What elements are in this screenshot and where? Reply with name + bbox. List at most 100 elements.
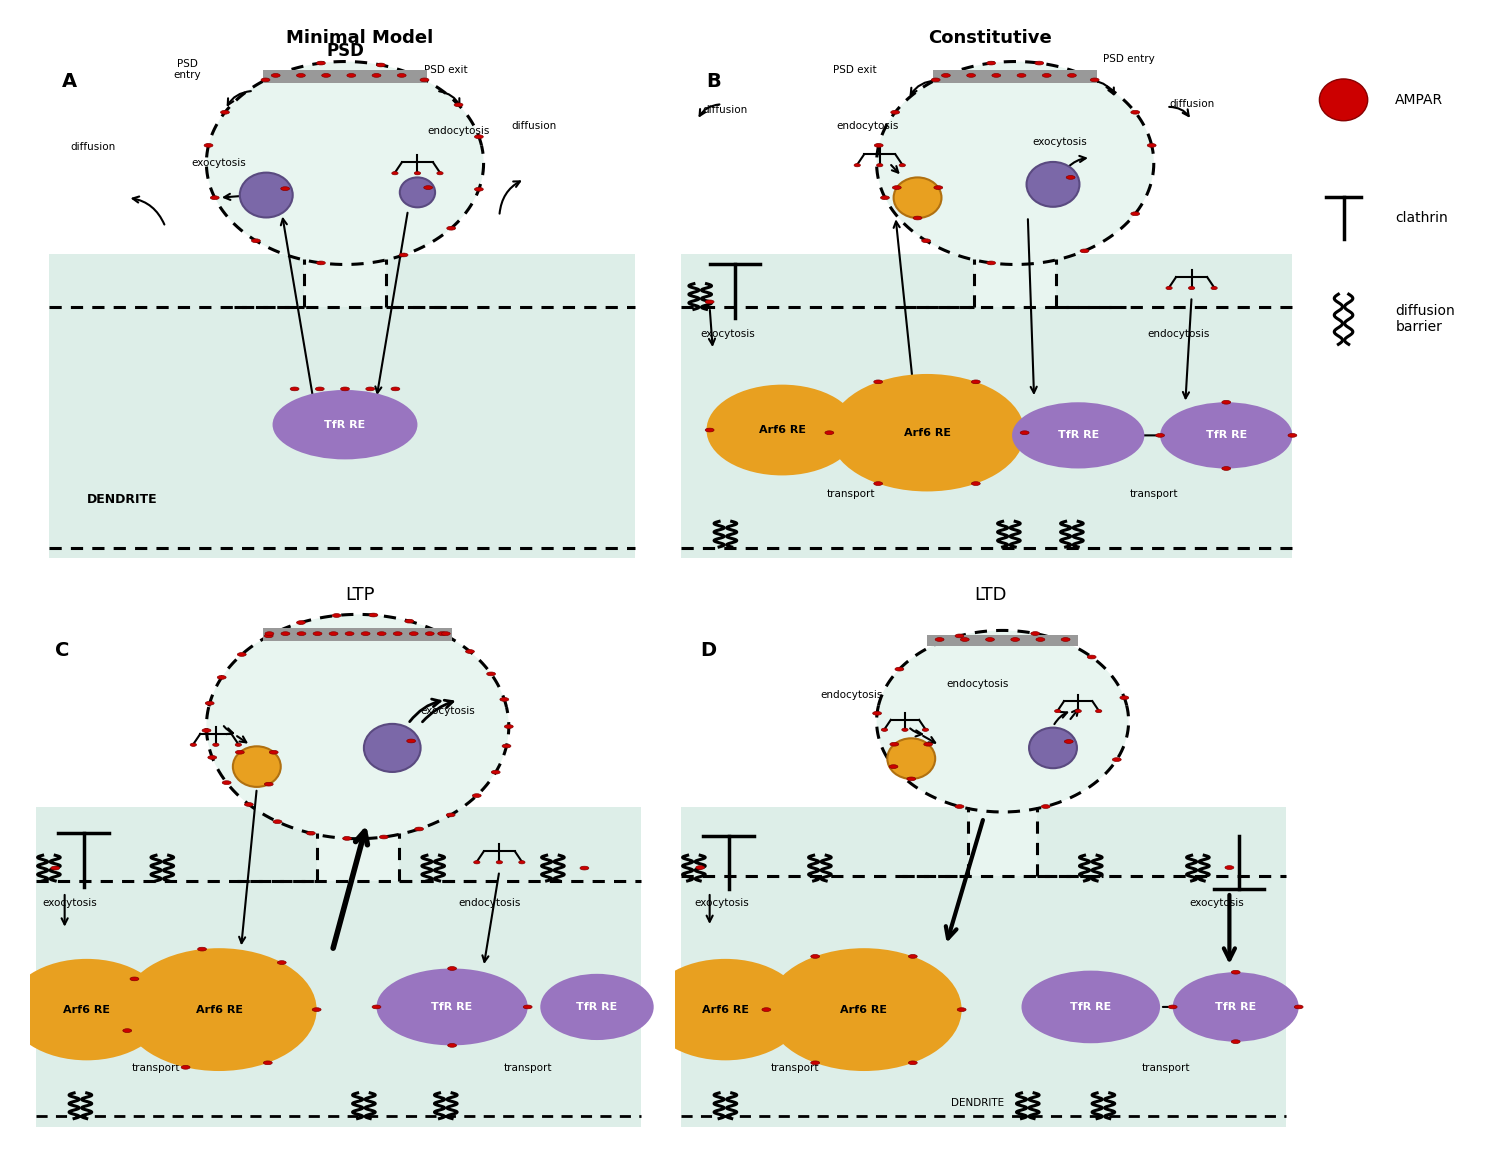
Ellipse shape [1232,971,1240,974]
Ellipse shape [898,164,906,167]
Ellipse shape [1013,402,1144,469]
Ellipse shape [519,860,525,864]
Text: C: C [56,641,69,661]
Ellipse shape [372,1005,381,1009]
Ellipse shape [891,110,900,114]
Text: LTD: LTD [974,586,1006,605]
Ellipse shape [972,380,980,383]
Ellipse shape [812,1061,819,1065]
Text: exocytosis: exocytosis [42,897,98,908]
Ellipse shape [825,431,834,434]
Ellipse shape [236,743,242,747]
Ellipse shape [278,960,286,965]
Ellipse shape [406,740,416,743]
Ellipse shape [934,186,942,189]
Ellipse shape [1166,287,1172,289]
Ellipse shape [202,729,211,733]
Ellipse shape [880,196,890,200]
Ellipse shape [1160,402,1293,469]
Ellipse shape [210,196,219,200]
Ellipse shape [503,744,512,748]
Ellipse shape [376,632,386,635]
Ellipse shape [306,831,315,835]
Bar [262,70,428,82]
Ellipse shape [261,78,270,81]
Ellipse shape [932,78,940,81]
Bar [933,70,1096,82]
Ellipse shape [922,728,928,731]
Ellipse shape [646,959,804,1060]
Text: endocytosis: endocytosis [427,125,489,136]
Text: PSD: PSD [326,42,364,60]
Ellipse shape [956,805,964,808]
Ellipse shape [372,73,381,78]
Ellipse shape [438,632,447,635]
Circle shape [888,738,934,779]
Ellipse shape [987,62,996,65]
Ellipse shape [182,1066,190,1069]
Circle shape [894,178,942,218]
Ellipse shape [830,374,1024,491]
Ellipse shape [414,827,423,831]
Ellipse shape [987,261,996,265]
Ellipse shape [1222,401,1230,404]
Ellipse shape [1042,73,1052,78]
Ellipse shape [398,73,406,78]
Text: DENDRITE: DENDRITE [87,493,158,506]
Ellipse shape [1226,866,1234,870]
Text: Constitutive: Constitutive [928,29,1052,48]
Ellipse shape [812,954,819,958]
Ellipse shape [392,387,400,391]
Ellipse shape [500,698,508,701]
Ellipse shape [474,187,483,192]
Ellipse shape [874,380,882,383]
Text: Arf6 RE: Arf6 RE [840,1004,888,1015]
Ellipse shape [273,820,282,823]
Ellipse shape [1088,655,1096,659]
Ellipse shape [447,813,454,817]
Ellipse shape [342,837,351,841]
Bar [975,158,1056,308]
Bar [927,635,1078,647]
Ellipse shape [474,860,480,864]
Ellipse shape [1036,637,1046,641]
Text: transport: transport [771,1063,819,1074]
Ellipse shape [426,632,433,635]
Ellipse shape [1030,632,1039,635]
Ellipse shape [280,632,290,635]
Ellipse shape [876,62,1154,265]
Ellipse shape [297,621,306,625]
Text: diffusion: diffusion [1168,99,1214,109]
Text: PSD exit: PSD exit [833,65,876,74]
Ellipse shape [222,780,231,785]
Text: endocytosis: endocytosis [836,121,898,131]
Ellipse shape [315,387,324,391]
Text: PSD entry: PSD entry [1102,53,1155,64]
Ellipse shape [1173,972,1299,1041]
Ellipse shape [496,860,502,864]
Ellipse shape [909,1061,916,1065]
Text: diffusion
barrier: diffusion barrier [1395,304,1455,334]
Bar [316,731,399,881]
Bar [968,705,1038,877]
Ellipse shape [316,62,326,65]
Ellipse shape [1041,805,1050,808]
Ellipse shape [1320,79,1368,121]
Ellipse shape [190,743,196,747]
Ellipse shape [423,186,432,189]
Ellipse shape [896,668,904,671]
Ellipse shape [1066,175,1076,179]
Ellipse shape [454,103,464,107]
Text: PSD
entry: PSD entry [174,59,201,80]
Text: PSD exit: PSD exit [424,65,468,74]
Ellipse shape [890,765,898,769]
Text: Arf6 RE: Arf6 RE [63,1004,110,1015]
Text: TfR RE: TfR RE [324,419,366,430]
FancyBboxPatch shape [36,807,640,1127]
Ellipse shape [1054,709,1060,713]
Ellipse shape [705,300,714,304]
Ellipse shape [206,701,214,705]
Ellipse shape [1288,433,1298,438]
Ellipse shape [1095,709,1102,713]
Text: TfR RE: TfR RE [1070,1002,1112,1012]
